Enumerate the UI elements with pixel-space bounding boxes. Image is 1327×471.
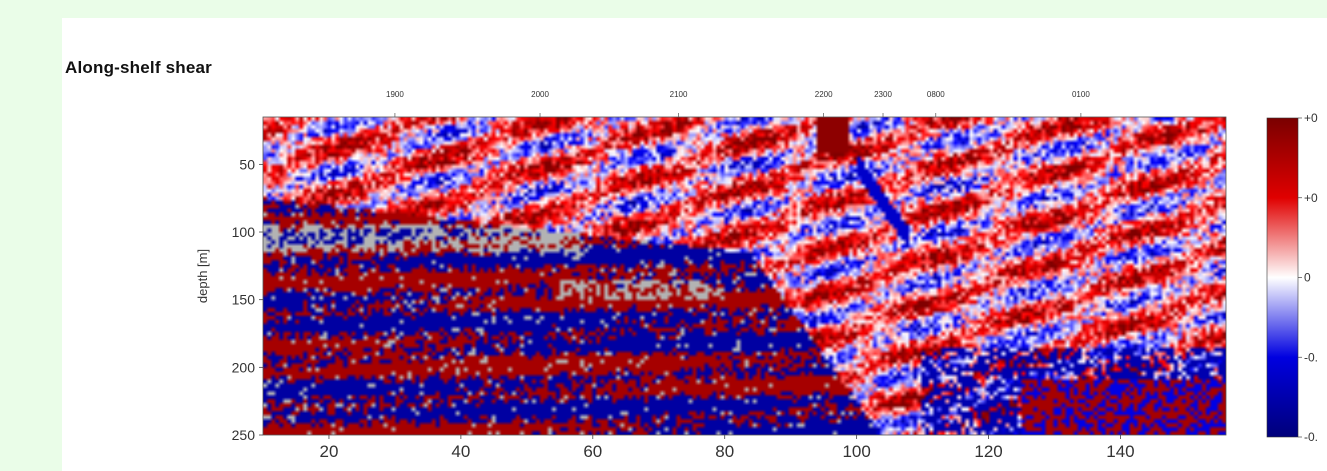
- x-tick-label: 60: [583, 442, 602, 461]
- top-tick-label: 2300: [874, 90, 892, 99]
- y-tick-label: 150: [232, 292, 256, 308]
- chart-svg: depth [m] 50 100 150 200 250 20 40 60 80 100 120 1…: [195, 90, 1318, 461]
- y-axis-label: depth [m]: [195, 249, 210, 303]
- heatmap-image: [263, 117, 1226, 435]
- y-tick-label: 50: [239, 156, 255, 172]
- top-tick-label: 1900: [386, 90, 404, 99]
- colorbar-tick-label: -0.: [1304, 350, 1318, 364]
- colorbar: +0 +0 0 -0. -0.: [1266, 111, 1318, 444]
- top-tick-label: 2000: [531, 90, 549, 99]
- chart-title: Along-shelf shear: [65, 58, 212, 77]
- colorbar-gradient: [1266, 117, 1299, 438]
- x-tick-label: 80: [715, 442, 734, 461]
- colorbar-tick-label: +0: [1304, 191, 1318, 205]
- x-axis: 20 40 60 80 100 120 140: [319, 435, 1135, 461]
- x-tick-label: 20: [319, 442, 338, 461]
- x-tick-label: 40: [451, 442, 470, 461]
- y-axis: 50 100 150 200 250: [232, 156, 263, 443]
- top-tick-label: 0100: [1072, 90, 1090, 99]
- x-tick-label: 140: [1106, 442, 1134, 461]
- top-time-axis: 1900 2000 2100 2200 2300 0800 0100: [386, 90, 1090, 117]
- y-tick-label: 200: [232, 359, 256, 375]
- colorbar-labels: +0 +0 0 -0. -0.: [1298, 111, 1318, 444]
- y-tick-label: 100: [232, 224, 256, 240]
- top-tick-label: 0800: [927, 90, 945, 99]
- x-tick-label: 120: [974, 442, 1002, 461]
- y-tick-label: 250: [232, 427, 256, 443]
- top-tick-label: 2100: [670, 90, 688, 99]
- heatmap-area: [262, 116, 1227, 436]
- colorbar-tick-label: +0: [1304, 111, 1318, 125]
- x-tick-label: 100: [842, 442, 870, 461]
- top-tick-label: 2200: [815, 90, 833, 99]
- colorbar-tick-label: -0.: [1304, 430, 1318, 444]
- colorbar-tick-label: 0: [1304, 271, 1311, 285]
- plot-frame: [262, 116, 1227, 436]
- figure-panel: Along-shelf shear depth [m] 50 100 150 200 2…: [62, 18, 1327, 471]
